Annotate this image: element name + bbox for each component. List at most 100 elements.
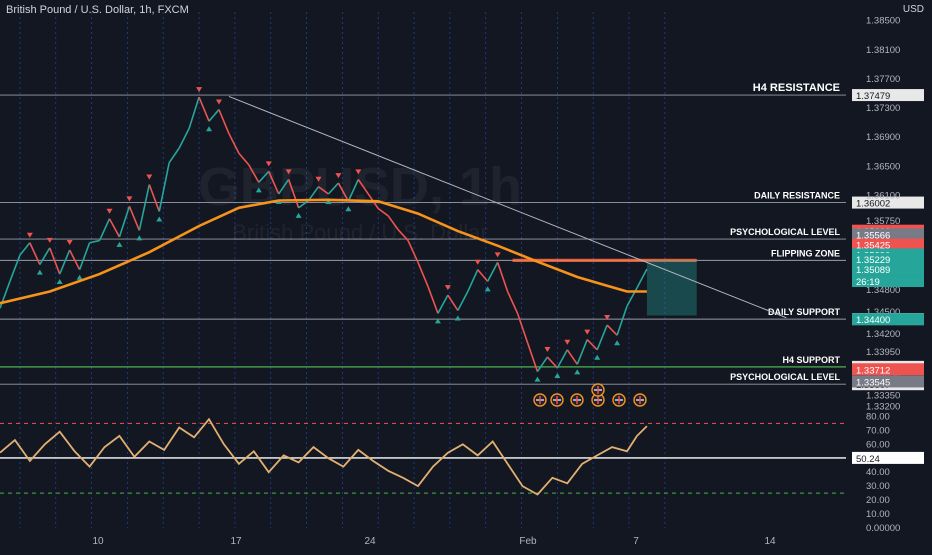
price-axis-tick: 1.37700 <box>866 74 900 85</box>
currency-label: USD <box>902 4 924 15</box>
fractal-up-marker <box>594 354 601 360</box>
fractal-down-marker <box>315 176 322 182</box>
fractal-down-marker <box>285 169 292 175</box>
symbol-title: British Pound / U.S. Dollar, 1h, FXCM <box>6 4 189 16</box>
fractal-down-marker <box>66 240 73 246</box>
trendline <box>228 95 787 319</box>
event-flags <box>533 383 647 407</box>
fractal-up-marker <box>56 279 63 285</box>
price-segment <box>158 162 170 212</box>
fractal-down-marker <box>196 87 203 93</box>
fractal-up-marker <box>325 198 332 204</box>
price-segment <box>218 109 230 134</box>
fractal-down-marker <box>46 237 53 243</box>
price-segment <box>238 152 250 166</box>
price-axis-tick: 1.36500 <box>866 161 900 172</box>
price-tag <box>852 313 924 326</box>
time-axis-tick: 14 <box>764 536 776 547</box>
price-tag <box>852 375 924 388</box>
time-axis-tick: 24 <box>364 536 376 547</box>
price-segment <box>437 294 449 314</box>
price-segment <box>138 184 151 231</box>
fractal-down-marker <box>215 99 222 105</box>
rsi-axis-tick: 10.00 <box>866 509 890 520</box>
level-label: H4 RESISTANCE <box>753 82 840 94</box>
level-label: PSYCHOLOGICAL LEVEL <box>730 372 840 382</box>
rsi-axis-tick: 70.00 <box>866 425 890 436</box>
price-segment <box>287 179 300 209</box>
price-segment <box>616 305 628 336</box>
price-segment <box>486 262 499 282</box>
fractal-down-marker <box>584 329 591 335</box>
price-segment <box>556 349 569 369</box>
price-segment <box>78 242 91 270</box>
rsi-midline-tag <box>852 451 924 464</box>
price-tag <box>852 238 924 251</box>
price-axis-tick: 1.38100 <box>866 45 900 56</box>
price-axis-tick: 1.34200 <box>866 329 900 340</box>
fractal-up-marker <box>454 315 461 321</box>
fractal-up-marker <box>206 126 213 132</box>
rsi-axis-tick: 0.00000 <box>866 523 900 534</box>
fractal-up-marker <box>534 376 541 382</box>
fractal-up-marker <box>76 274 83 280</box>
fractal-up-marker <box>434 318 441 324</box>
price-segment <box>467 269 479 292</box>
position-target-box <box>646 260 697 316</box>
price-segment <box>19 242 31 256</box>
price-axis-tick: 1.36900 <box>866 132 900 143</box>
rsi-axis-tick: 30.00 <box>866 481 890 492</box>
price-segment <box>586 339 598 351</box>
price-tag <box>852 263 924 276</box>
fractal-up-marker <box>255 187 262 193</box>
price-segment <box>357 178 369 195</box>
price-segment <box>9 254 21 282</box>
fractal-up-marker <box>136 235 143 241</box>
price-segment <box>89 239 100 244</box>
price-segment <box>327 182 339 195</box>
time-axis-tick: 10 <box>92 536 104 547</box>
level-label: DAILY SUPPORT <box>768 307 841 317</box>
rsi-axis-tick: 20.00 <box>866 495 890 506</box>
price-axis-tick: 1.37300 <box>866 103 900 114</box>
price-segment <box>566 349 578 365</box>
price-segment <box>208 109 220 122</box>
price-tag-text: 1.33712 <box>856 365 890 376</box>
fractal-down-marker <box>146 174 153 180</box>
watermark-name: British Pound / U.S. Dollar <box>232 220 488 245</box>
price-segment <box>198 96 210 122</box>
price-segment <box>168 147 180 164</box>
price-tag-text: 1.35425 <box>856 241 890 252</box>
fractal-down-marker <box>265 161 272 167</box>
price-segment <box>298 199 310 209</box>
price-segment <box>387 215 399 231</box>
moving-average-line <box>0 198 647 305</box>
fractal-down-marker <box>494 252 501 258</box>
price-segment <box>407 240 419 263</box>
price-segment <box>636 268 648 289</box>
level-price-tag <box>852 89 924 102</box>
price-segment <box>29 242 41 265</box>
price-segment <box>278 178 290 195</box>
fractal-up-marker <box>36 269 43 275</box>
price-tag-text: 1.35566 <box>856 230 890 241</box>
fractal-down-marker <box>474 259 481 265</box>
price-tag-text: 1.33545 <box>856 377 890 388</box>
fractal-up-marker <box>116 241 123 247</box>
fractal-down-marker <box>564 339 571 345</box>
level-label: FLIPPING ZONE <box>771 248 840 258</box>
fractal-up-marker <box>156 216 163 222</box>
fractal-up-marker <box>484 286 491 292</box>
fractal-down-marker <box>106 208 113 214</box>
flipping-zone-band <box>512 258 697 262</box>
price-segment <box>267 171 280 195</box>
price-segment <box>347 179 360 202</box>
fractal-up-marker <box>574 369 581 375</box>
price-segment <box>397 229 409 242</box>
time-axis-tick: 17 <box>230 536 242 547</box>
price-segment <box>526 342 539 372</box>
price-segment <box>546 356 558 369</box>
price-axis-tick: 1.38500 <box>866 16 900 27</box>
